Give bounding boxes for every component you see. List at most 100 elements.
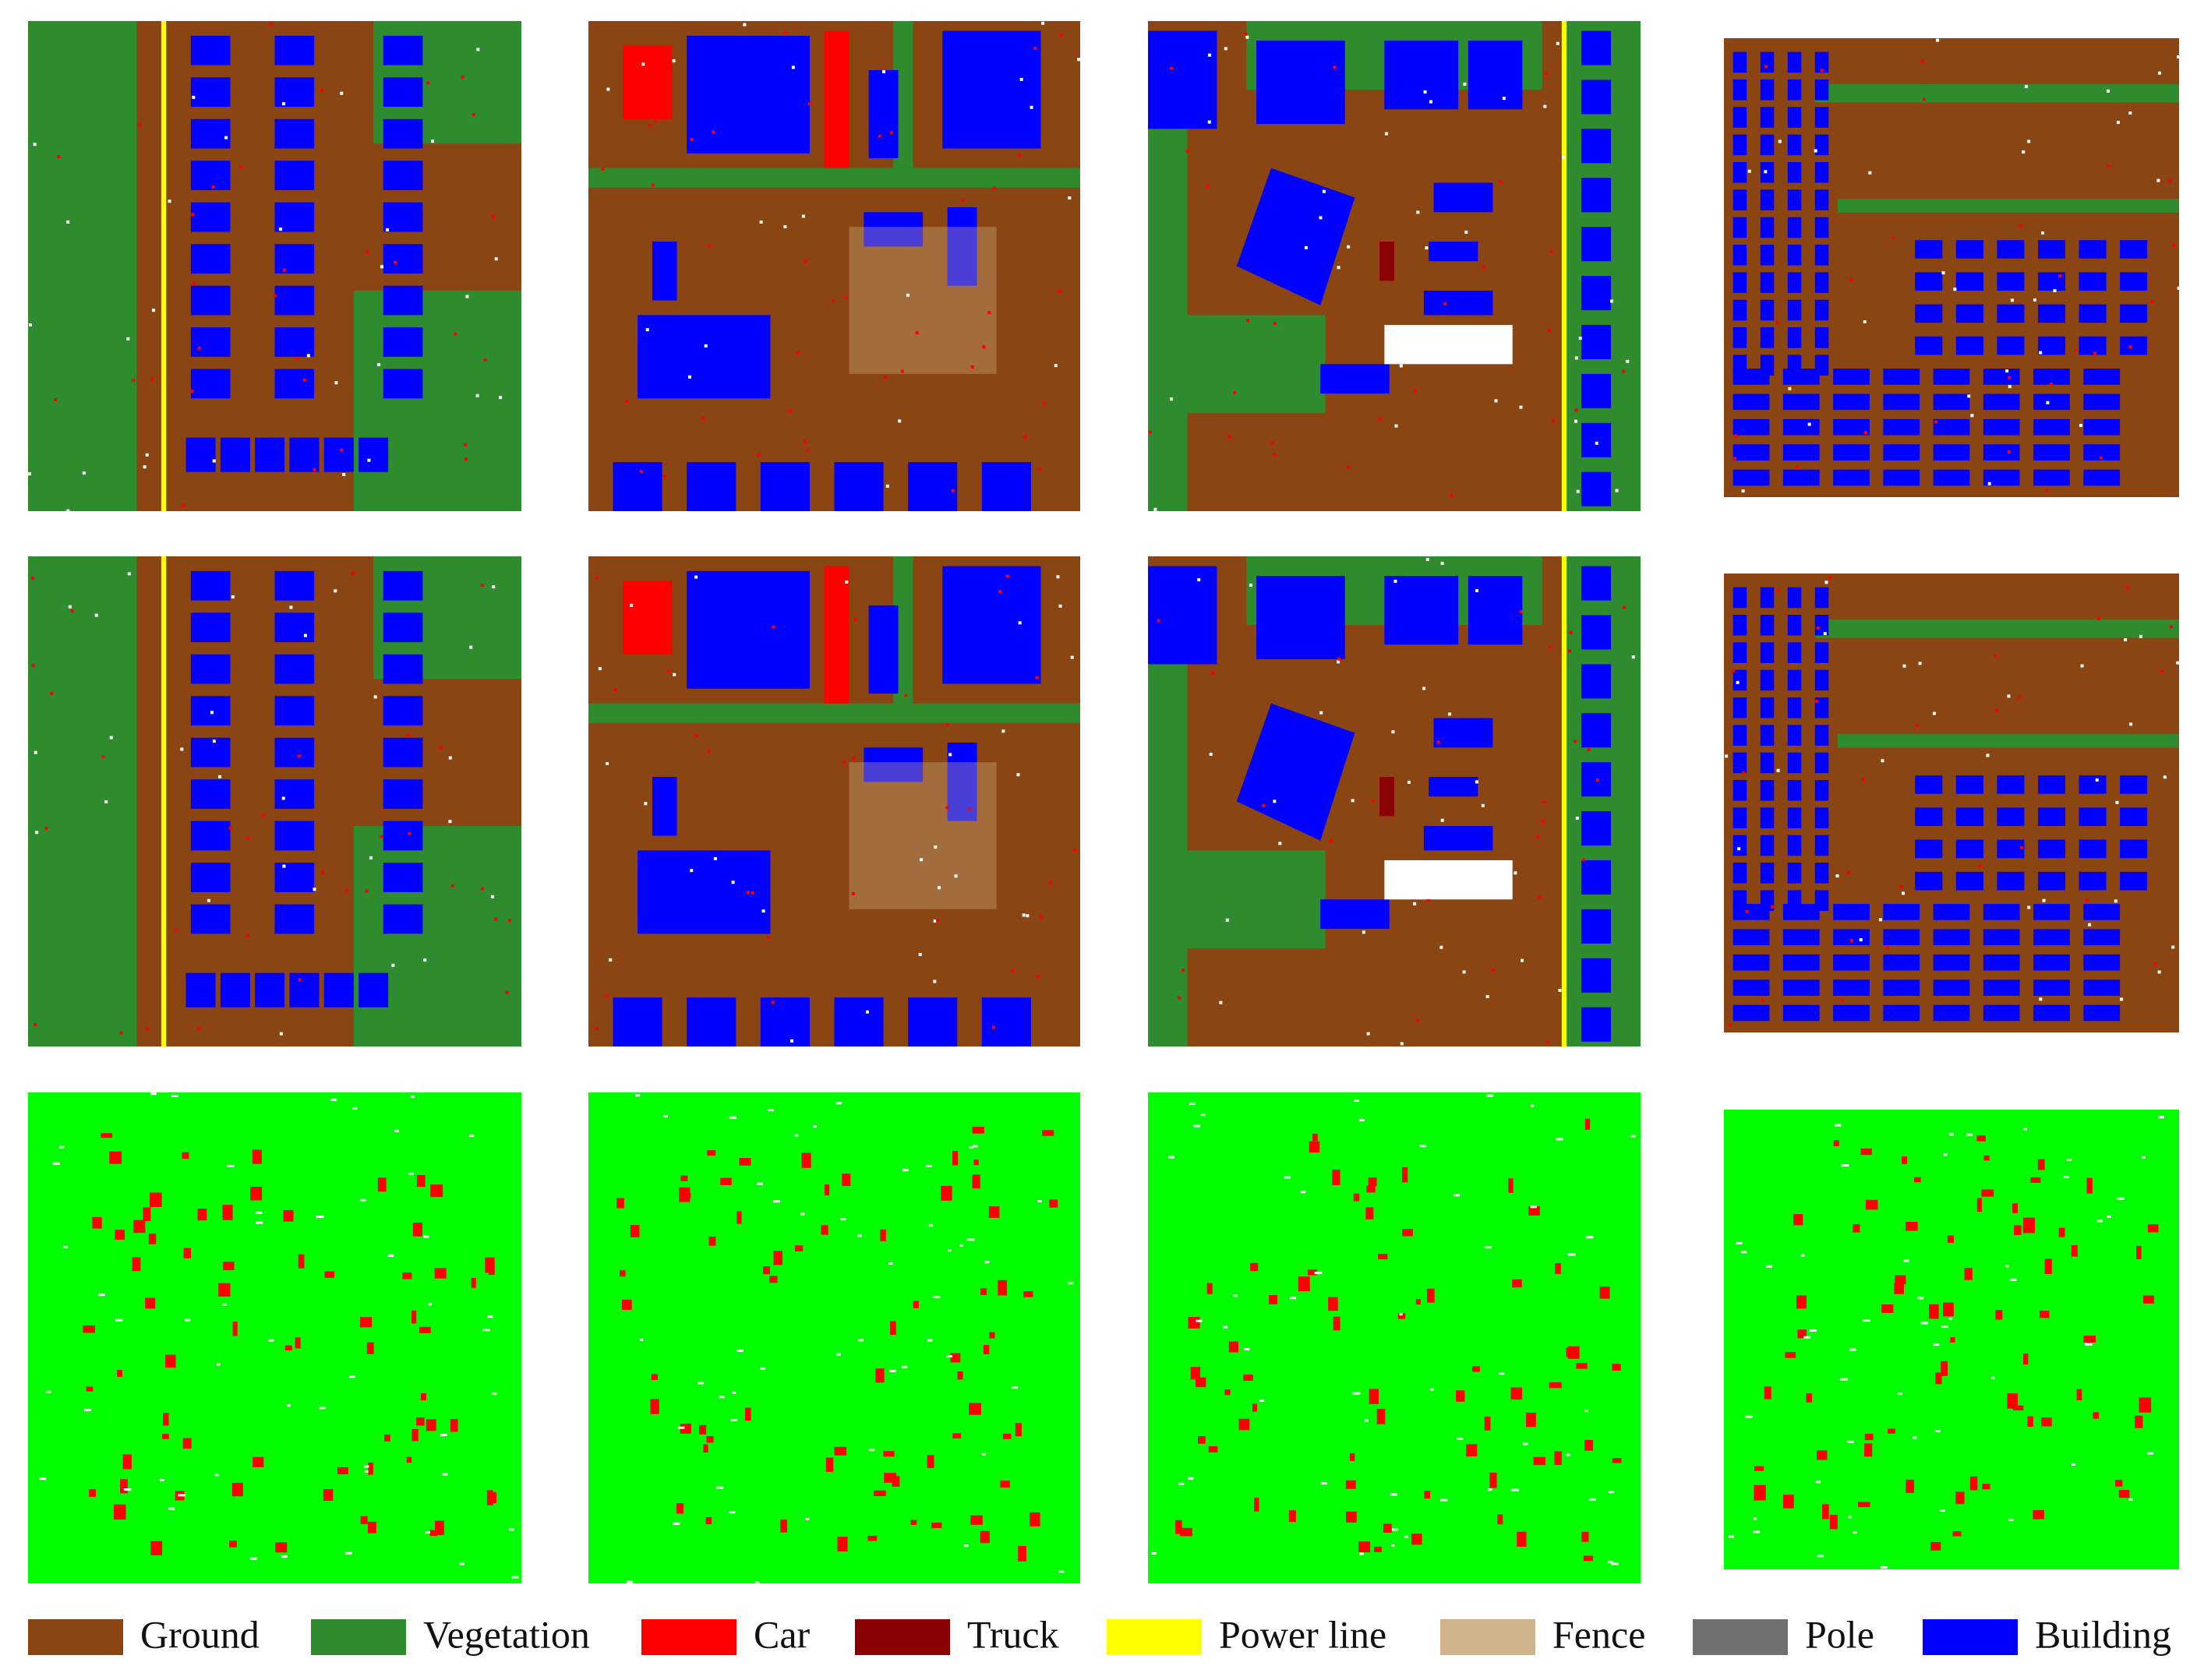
error-speck xyxy=(1983,1155,1990,1161)
building xyxy=(274,696,315,726)
speck xyxy=(461,75,464,79)
speck xyxy=(1425,246,1429,250)
error-speck xyxy=(676,1503,684,1514)
error-speck xyxy=(679,1187,691,1202)
building xyxy=(1581,178,1612,213)
error-speck xyxy=(2135,1415,2143,1428)
building xyxy=(1933,904,1970,920)
error-speck xyxy=(1366,1185,1376,1193)
speck xyxy=(35,831,39,835)
speck xyxy=(1233,391,1237,395)
building xyxy=(1733,904,1770,920)
building xyxy=(2079,304,2107,323)
error-speck xyxy=(1401,1166,1408,1183)
error-speck xyxy=(1955,1491,1965,1505)
power-line xyxy=(1561,556,1567,1046)
building xyxy=(1787,642,1802,663)
correct-area xyxy=(1148,1092,1641,1583)
error-speck xyxy=(1857,1502,1870,1508)
unlabeled-speck xyxy=(1939,1509,1945,1512)
speck xyxy=(1415,1018,1419,1022)
building xyxy=(947,207,977,286)
building xyxy=(190,696,231,726)
unlabeled-speck xyxy=(635,1094,640,1097)
vegetation-area xyxy=(28,556,137,1046)
speck xyxy=(1538,895,1542,899)
unlabeled-speck xyxy=(1453,1194,1460,1197)
unlabeled-speck xyxy=(360,1198,366,1202)
speck xyxy=(851,891,855,895)
building xyxy=(1733,189,1747,210)
error-speck xyxy=(1796,1295,1807,1309)
unlabeled-speck xyxy=(1439,1498,1448,1502)
unlabeled-area xyxy=(1384,859,1513,900)
speck xyxy=(426,81,430,85)
building xyxy=(613,462,662,511)
building xyxy=(687,997,736,1046)
unlabeled-speck xyxy=(2008,1519,2014,1522)
building xyxy=(2120,336,2148,355)
speck xyxy=(1077,58,1081,62)
building xyxy=(1733,107,1747,128)
error-speck xyxy=(1512,1279,1522,1288)
speck xyxy=(1941,271,1945,275)
error-speck xyxy=(368,1462,373,1475)
building xyxy=(908,997,958,1046)
car-area xyxy=(824,30,849,168)
speck xyxy=(1934,420,1938,424)
speck xyxy=(1270,441,1274,445)
building xyxy=(2037,871,2065,891)
building xyxy=(1581,422,1612,457)
speck xyxy=(1391,730,1395,734)
building xyxy=(1760,245,1775,266)
building xyxy=(1833,444,1870,461)
error-speck xyxy=(1976,1135,1986,1142)
speck xyxy=(1859,938,1863,942)
building xyxy=(289,972,320,1008)
speck xyxy=(663,475,667,478)
building xyxy=(1760,752,1775,774)
speck xyxy=(1070,655,1074,659)
speck xyxy=(1549,249,1553,253)
building xyxy=(1581,227,1612,262)
building xyxy=(1733,394,1770,411)
unlabeled-speck xyxy=(1809,1329,1817,1332)
building xyxy=(1733,245,1747,266)
error-speck xyxy=(773,1251,783,1265)
speck xyxy=(625,400,629,404)
unlabeled-speck xyxy=(123,1488,132,1491)
speck xyxy=(464,457,468,461)
speck xyxy=(2008,385,2012,389)
building xyxy=(2079,336,2107,355)
error-speck xyxy=(1895,1275,1906,1285)
error-speck xyxy=(430,1184,443,1198)
error-speck xyxy=(680,1424,691,1434)
unlabeled-speck xyxy=(964,1544,969,1548)
error-speck xyxy=(1816,1450,1828,1460)
speck xyxy=(313,468,316,471)
speck xyxy=(595,1026,599,1030)
building xyxy=(1787,669,1802,691)
speck xyxy=(1994,654,1997,658)
error-speck xyxy=(941,1185,952,1201)
building xyxy=(1883,929,1920,946)
building xyxy=(1833,369,1870,385)
unlabeled-speck xyxy=(222,1303,227,1306)
building xyxy=(1983,369,2020,385)
unlabeled-speck xyxy=(365,1470,369,1473)
error-speck xyxy=(1952,1531,1962,1537)
unlabeled-speck xyxy=(52,1162,60,1165)
speck xyxy=(365,889,369,893)
speck xyxy=(295,356,299,360)
building xyxy=(1760,863,1775,884)
speck xyxy=(1304,245,1308,249)
speck xyxy=(865,1010,869,1014)
error-speck xyxy=(109,1151,122,1164)
error-speck xyxy=(1508,1178,1514,1193)
building xyxy=(1933,1004,1970,1022)
building xyxy=(1760,725,1775,746)
speck xyxy=(245,934,249,937)
speck xyxy=(2150,300,2154,304)
building xyxy=(1236,168,1355,305)
error-speck xyxy=(377,1177,387,1192)
